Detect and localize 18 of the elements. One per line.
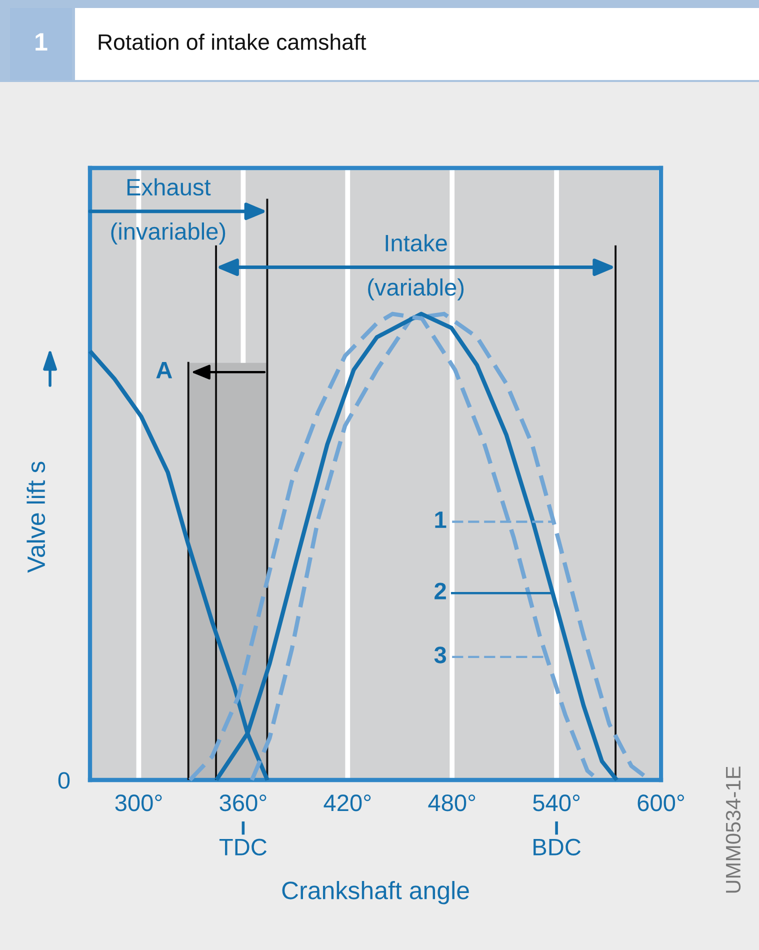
text: 0	[58, 772, 70, 789]
text: 1	[36, 33, 48, 50]
x-tick-label: 600°	[638, 794, 684, 812]
text: Intake (variable)	[368, 234, 464, 300]
text: UMM0534-1E	[726, 766, 741, 893]
x-axis-title: Crankshaft angle	[282, 880, 469, 904]
x-tick-label: 540° BDC	[533, 794, 581, 856]
x-tick-label: 420°	[324, 794, 371, 812]
annotation: Exhaust (invariable)	[111, 178, 226, 244]
band-label: A	[156, 362, 172, 378]
x-tick-label: 360° TDC	[219, 794, 267, 856]
legend-label: 1	[435, 512, 446, 528]
x-tick-label: 480°	[428, 794, 476, 812]
y-axis-title: Valve lift s	[26, 462, 46, 573]
legend-label: 2	[434, 582, 446, 600]
x-tick-label: 300°	[115, 794, 162, 812]
chart-title: Rotation of intake camshaft	[98, 34, 366, 50]
legend-label: 3	[434, 646, 446, 664]
